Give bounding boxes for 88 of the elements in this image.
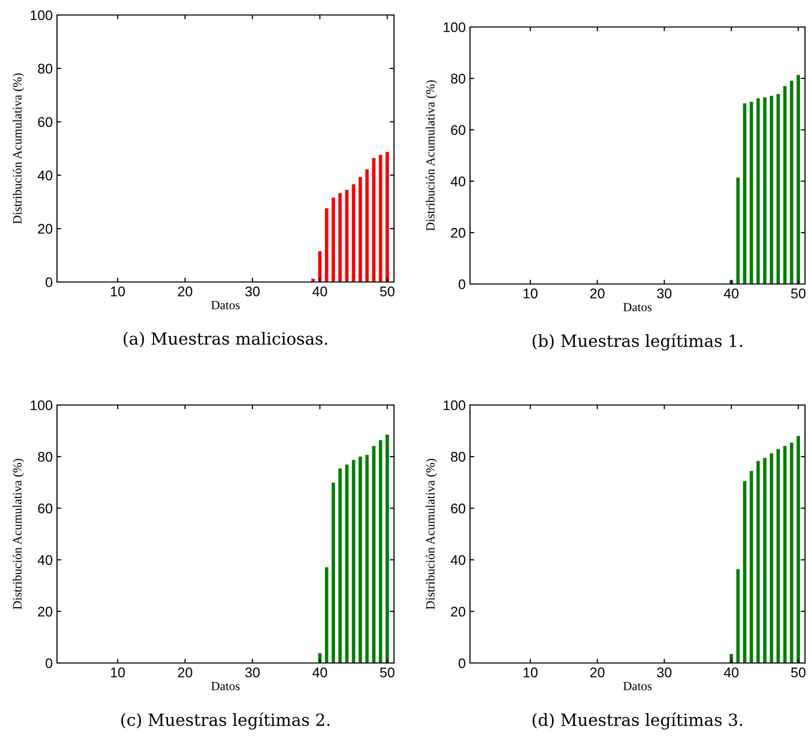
x-tick-label: 40: [724, 288, 738, 298]
x-tick-label: 30: [245, 286, 260, 296]
x-axis-title: Datos: [623, 302, 652, 312]
y-tick-label: 40: [38, 555, 52, 565]
bar: [796, 436, 800, 663]
bar: [796, 75, 800, 284]
y-tick-label: 20: [451, 228, 466, 238]
y-tick-label: 0: [46, 277, 52, 288]
text: (b) Muestras legítimas 1.: [532, 333, 742, 351]
y-axis-title: Distribución Acumulativa (%): [426, 458, 438, 610]
bar: [345, 464, 349, 663]
x-tick-label: 10: [524, 668, 538, 678]
y-axis-title: Distribución Acumulativa (%): [426, 80, 438, 231]
bar: [358, 456, 362, 663]
bar: [756, 460, 760, 663]
bar: [743, 103, 746, 284]
bar: [318, 251, 322, 282]
y-tick-label: 60: [38, 504, 52, 514]
bar: [324, 208, 328, 282]
x-tick-label: 20: [590, 288, 604, 298]
bar: [783, 86, 787, 284]
x-tick-label: 50: [791, 288, 806, 298]
bar: [338, 193, 342, 282]
y-axis-title: Distribución Acumulativa (%): [12, 73, 24, 224]
y-tick-label: 0: [458, 279, 466, 290]
text: (a) Muestras maliciosas.: [124, 332, 328, 348]
bar: [332, 482, 336, 663]
bar: [372, 158, 376, 282]
bar: [776, 94, 780, 284]
bar: [318, 653, 322, 663]
y-tick-label: 0: [458, 658, 466, 668]
y-tick-label: 80: [450, 452, 466, 462]
bar: [783, 446, 787, 663]
y-tick-label: 0: [46, 658, 52, 668]
y-tick-label: 100: [30, 400, 52, 410]
y-tick-label: 40: [450, 555, 466, 565]
x-axis-title: Datos: [211, 300, 240, 310]
x-tick-label: 30: [657, 288, 672, 298]
bar: [750, 102, 754, 284]
y-tick-label: 20: [38, 606, 52, 617]
y-tick-label: 60: [38, 117, 52, 127]
y-tick-label: 60: [451, 125, 466, 135]
x-tick-label: 40: [724, 668, 738, 678]
y-tick-label: 20: [451, 606, 466, 617]
y-axis-title: Distribución Acumulativa (%): [12, 458, 24, 610]
x-tick-label: 20: [178, 668, 192, 678]
y-tick-label: 60: [451, 504, 466, 514]
y-tick-label: 80: [450, 74, 466, 84]
y-tick-label: 40: [38, 170, 52, 180]
x-tick-label: 50: [380, 668, 394, 678]
x-tick-label: 40: [312, 668, 328, 678]
y-tick-label: 40: [450, 176, 466, 186]
x-axis-title: Datos: [211, 682, 240, 690]
bar: [763, 97, 766, 284]
bar: [386, 152, 389, 282]
y-tick-label: 20: [38, 224, 52, 234]
text: (d) Muestras legítimas 3.: [532, 712, 742, 730]
x-tick-label: 10: [110, 286, 125, 296]
x-tick-label: 10: [110, 668, 125, 678]
bar: [790, 442, 794, 663]
bar: [338, 468, 342, 663]
y-tick-label: 100: [444, 400, 466, 410]
x-axis-title: Datos: [623, 682, 652, 690]
x-tick-label: 50: [380, 286, 394, 296]
bar: [358, 177, 362, 282]
y-tick-label: 100: [444, 22, 466, 32]
bar: [345, 190, 349, 282]
bar: [324, 567, 328, 663]
y-tick-label: 80: [38, 64, 52, 74]
bar: [756, 98, 760, 284]
bar: [372, 446, 376, 663]
bar: [750, 471, 754, 663]
bar: [386, 434, 389, 663]
bar: [790, 80, 794, 284]
x-tick-label: 10: [524, 288, 538, 298]
x-tick-label: 40: [312, 286, 328, 296]
x-tick-label: 50: [791, 668, 806, 678]
bar: [776, 449, 780, 663]
x-tick-label: 20: [590, 668, 604, 678]
y-tick-label: 100: [30, 10, 52, 20]
x-tick-label: 30: [245, 668, 260, 678]
x-tick-label: 20: [178, 286, 192, 296]
y-tick-label: 80: [38, 452, 52, 462]
text: (c) Muestras legítimas 2.: [121, 712, 330, 730]
bar: [743, 481, 746, 663]
x-tick-label: 30: [657, 668, 672, 678]
bar: [332, 198, 336, 282]
bar: [763, 458, 766, 663]
